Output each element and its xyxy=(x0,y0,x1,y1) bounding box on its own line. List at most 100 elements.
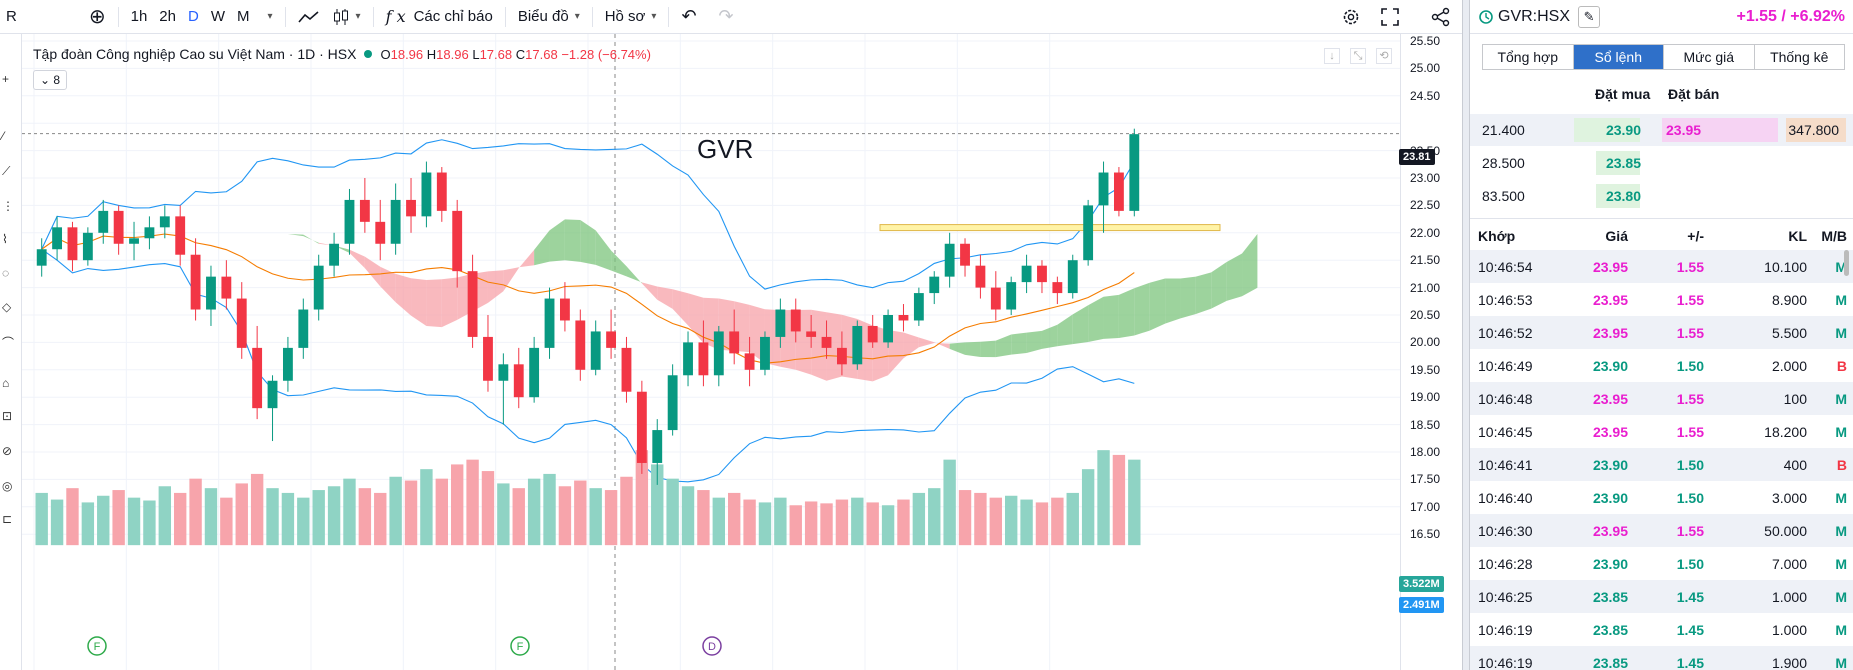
trade-row[interactable]: 10:46:48 23.95 1.55 100 M xyxy=(1470,382,1853,415)
trade-time: 10:46:45 xyxy=(1478,424,1533,440)
interval-2h[interactable]: 2h xyxy=(159,8,176,25)
panel-resizer[interactable] xyxy=(1462,0,1470,670)
trade-row[interactable]: 10:46:25 23.85 1.45 1.000 M xyxy=(1470,580,1853,613)
cloud-segment xyxy=(411,278,427,326)
trade-row[interactable]: 10:46:19 23.85 1.45 1.900 M xyxy=(1470,646,1853,670)
trade-row[interactable]: 10:46:41 23.90 1.50 400 B xyxy=(1470,448,1853,481)
interval-m[interactable]: M xyxy=(237,8,250,25)
orderbook-row[interactable]: 28.500 23.85 xyxy=(1470,147,1853,179)
drawing-tool-icon[interactable]: ⋮ xyxy=(2,199,14,213)
drawing-tool-icon[interactable]: ◌ xyxy=(2,266,10,280)
tab-tong-hop[interactable]: Tổng hợp xyxy=(1483,45,1574,69)
collapse-icon[interactable]: ⤡ xyxy=(1350,48,1366,64)
scrollbar[interactable] xyxy=(1844,250,1849,276)
trade-side: M xyxy=(1835,424,1847,440)
cloud-segment xyxy=(1026,330,1042,353)
indicators-toggle[interactable]: ⌄ 8 xyxy=(33,70,68,90)
cloud-segment xyxy=(1118,288,1135,338)
trade-row[interactable]: 10:46:19 23.85 1.45 1.000 M xyxy=(1470,613,1853,646)
trade-row[interactable]: 10:46:52 23.95 1.55 5.500 M xyxy=(1470,316,1853,349)
interval-1h[interactable]: 1h xyxy=(130,8,148,25)
candle-style-button[interactable]: ▾ xyxy=(326,0,367,34)
event-marker[interactable]: F xyxy=(87,636,107,656)
profile-menu[interactable]: Hồ sơ ▾ xyxy=(599,0,663,34)
redo-icon[interactable]: ↷ xyxy=(718,6,734,26)
trade-change: 1.45 xyxy=(1676,655,1704,670)
interval-w[interactable]: W xyxy=(210,8,225,25)
symbol-search[interactable]: R xyxy=(0,0,23,34)
volume-bar xyxy=(281,492,295,546)
volume-bar xyxy=(774,497,787,546)
drawing-tool-icon[interactable]: ⌇ xyxy=(2,232,8,246)
interval-d[interactable]: D xyxy=(187,8,199,25)
drawing-tool-icon[interactable]: ◎ xyxy=(2,479,13,493)
tab-thong-ke[interactable]: Thống kê xyxy=(1770,49,1829,65)
fullscreen-button[interactable] xyxy=(1375,0,1405,34)
ask-price: 23.95 xyxy=(1666,122,1702,138)
trade-side: M xyxy=(1835,325,1847,341)
candle xyxy=(144,227,155,239)
trade-side: M xyxy=(1835,490,1847,506)
volume-bar xyxy=(835,499,849,546)
candle xyxy=(790,309,801,332)
drawing-tool-icon[interactable]: ◇ xyxy=(2,300,12,314)
volume-bar xyxy=(1066,492,1079,546)
trade-row[interactable]: 10:46:30 23.95 1.55 50.000 M xyxy=(1470,514,1853,547)
candle xyxy=(483,336,493,381)
price-axis[interactable] xyxy=(1400,34,1462,670)
panel-change: +1.55 / +6.92% xyxy=(1736,7,1845,25)
drawing-tool-icon[interactable]: ⌂ xyxy=(2,376,10,390)
bid-volume: 83.500 xyxy=(1482,188,1525,204)
drawing-tool-icon[interactable]: ⟋ xyxy=(2,164,11,178)
pencil-icon[interactable]: ✎ xyxy=(1578,5,1601,28)
trade-row[interactable]: 10:46:49 23.90 1.50 2.000 B xyxy=(1470,349,1853,382)
profile-label: Hồ sơ xyxy=(604,8,646,25)
drawing-tool-icon[interactable]: + xyxy=(2,72,10,86)
orderbook-row[interactable]: 83.500 23.80 xyxy=(1470,180,1853,212)
tab-muc-gia[interactable]: Mức giá xyxy=(1664,45,1755,69)
trade-time: 10:46:25 xyxy=(1478,589,1533,605)
col-price: Giá xyxy=(1605,228,1628,244)
trade-row[interactable]: 10:46:54 23.95 1.55 10.100 M xyxy=(1470,250,1853,283)
volume-bar xyxy=(758,502,772,546)
event-marker[interactable]: D xyxy=(702,636,722,656)
trade-price: 23.85 xyxy=(1592,655,1628,670)
undo-icon[interactable]: ↶ xyxy=(681,6,697,26)
trade-row[interactable]: 10:46:40 23.90 1.50 3.000 M xyxy=(1470,481,1853,514)
tab-so-lenh[interactable]: Sổ lệnh xyxy=(1573,45,1664,69)
panel-header: GVR:HSX ✎ +1.55 / +6.92% xyxy=(1470,0,1853,34)
interval-dropdown[interactable]: ▾ xyxy=(256,0,279,34)
cloud-segment xyxy=(549,219,565,262)
trade-row[interactable]: 10:46:28 23.90 1.50 7.000 M xyxy=(1470,547,1853,580)
candle xyxy=(960,243,970,266)
trade-volume: 5.500 xyxy=(1771,325,1807,341)
restore-icon[interactable]: ⟲ xyxy=(1376,48,1392,64)
add-symbol-icon[interactable]: ⊕ xyxy=(88,6,106,28)
chart-type-menu[interactable]: Biểu đồ ▾ xyxy=(512,0,586,34)
volume-badge: 3.522M xyxy=(1399,576,1444,592)
scroll-down-icon[interactable]: ↓ xyxy=(1324,48,1340,64)
trade-row[interactable]: 10:46:45 23.95 1.55 18.200 M xyxy=(1470,415,1853,448)
ask-volume: 347.800 xyxy=(1788,122,1839,138)
trade-row[interactable]: 10:46:53 23.95 1.55 8.900 M xyxy=(1470,283,1853,316)
drawing-tool-icon[interactable]: ⊘ xyxy=(2,444,13,458)
drawing-tool-icon[interactable]: ⊏ xyxy=(2,512,13,526)
settings-button[interactable] xyxy=(1335,0,1367,34)
candle xyxy=(667,375,678,431)
drawing-tool-icon[interactable]: ⁄ xyxy=(2,129,5,143)
indicators-button[interactable]: f x Các chỉ báo xyxy=(380,0,499,34)
line-chart-button[interactable] xyxy=(292,0,326,34)
trade-time: 10:46:40 xyxy=(1478,490,1533,506)
refresh-icon[interactable] xyxy=(1478,9,1494,25)
orderbook-row[interactable]: 21.400 23.90 23.95 347.800 xyxy=(1470,114,1853,146)
bollinger-lower xyxy=(41,248,1135,483)
share-button[interactable] xyxy=(1425,0,1457,34)
cloud-segment xyxy=(257,236,273,238)
volume-ma-badge: 2.491M xyxy=(1399,597,1444,613)
event-marker[interactable]: F xyxy=(510,636,530,656)
candle xyxy=(313,265,324,310)
drawing-tool-icon[interactable]: ⊡ xyxy=(2,409,13,423)
drawing-tool-icon[interactable]: ⌒ xyxy=(2,336,15,350)
low-value: 17.68 xyxy=(479,46,513,62)
